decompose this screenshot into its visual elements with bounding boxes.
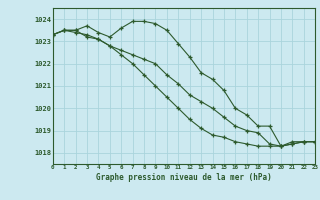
X-axis label: Graphe pression niveau de la mer (hPa): Graphe pression niveau de la mer (hPa) <box>96 173 272 182</box>
